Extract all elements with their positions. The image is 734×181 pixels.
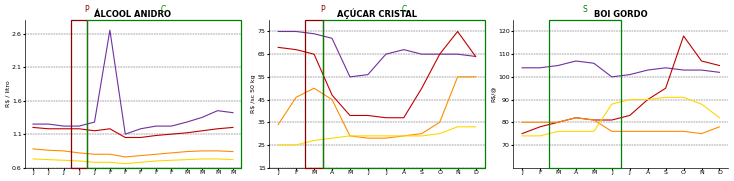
Title: BOI GORDO: BOI GORDO <box>594 10 647 19</box>
Title: ÁLCOOL ANIDRO: ÁLCOOL ANIDRO <box>95 10 172 19</box>
Y-axis label: R$ / litro: R$ / litro <box>6 81 10 107</box>
Text: P: P <box>84 5 89 14</box>
Bar <box>549 20 621 168</box>
Bar <box>71 20 87 168</box>
Bar <box>323 20 484 168</box>
Text: S: S <box>583 5 587 14</box>
Text: P: P <box>321 5 325 14</box>
Y-axis label: R$/@: R$/@ <box>492 86 496 102</box>
Y-axis label: R$ /sc 50 kg: R$ /sc 50 kg <box>252 75 256 113</box>
Text: C: C <box>401 5 407 14</box>
Text: C: C <box>161 5 167 14</box>
Title: AÇÚCAR CRISTAL: AÇÚCAR CRISTAL <box>337 9 417 19</box>
Bar <box>87 20 241 168</box>
Bar <box>305 20 323 168</box>
